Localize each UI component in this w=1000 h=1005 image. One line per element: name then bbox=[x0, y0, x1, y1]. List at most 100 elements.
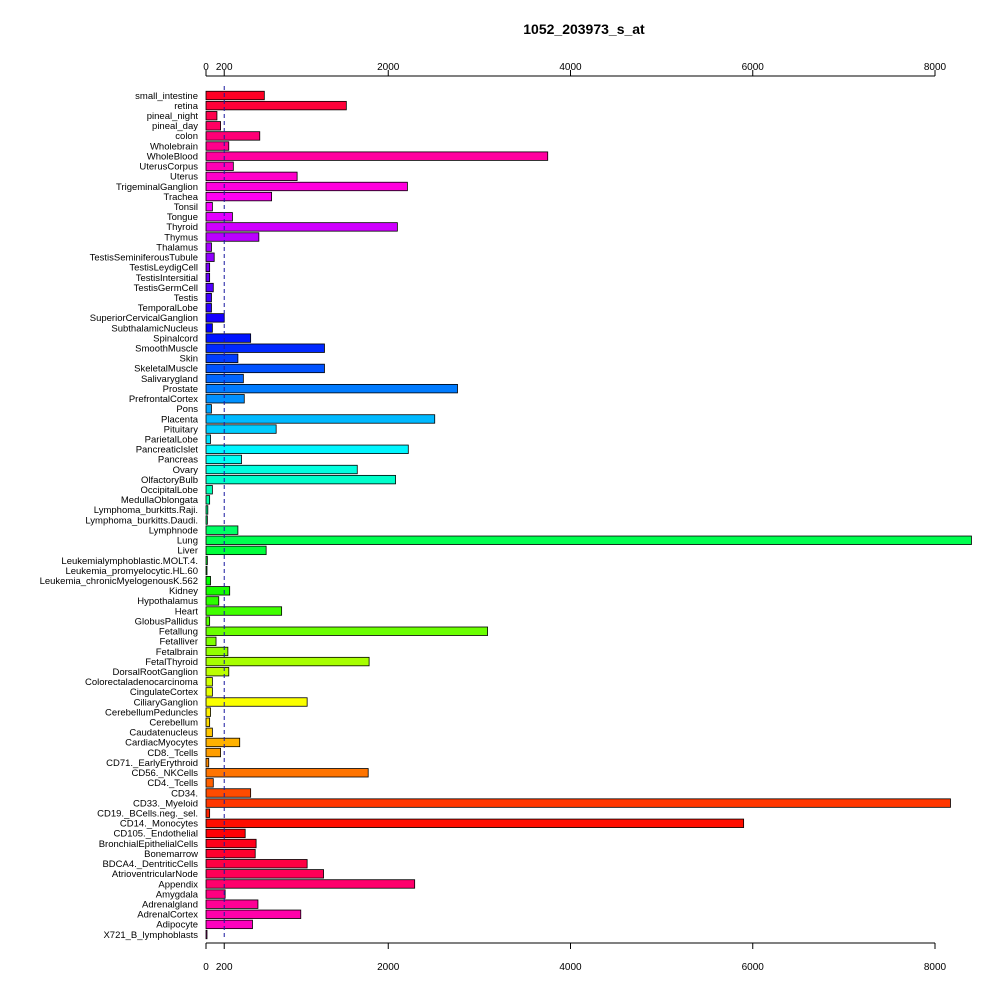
bar-TrigeminalGanglion bbox=[205, 181, 408, 192]
category-label: ParietalLobe bbox=[145, 434, 198, 445]
category-label: Appendix bbox=[158, 879, 198, 890]
chart-title: 1052_203973_s_at bbox=[523, 21, 645, 37]
bar-SuperiorCervicalGanglion bbox=[205, 313, 225, 323]
bar-SmoothMuscle bbox=[205, 343, 325, 353]
category-labels: small_intestineretinapineal_nightpineal_… bbox=[40, 91, 199, 941]
bar-Spinalcord bbox=[205, 333, 252, 343]
category-label: CD33._Myeloid bbox=[133, 798, 198, 809]
bottom-tick-label: 200 bbox=[216, 962, 233, 973]
category-label: Lymphoma_burkitts.Daudi. bbox=[85, 515, 198, 526]
category-label: Trachea bbox=[164, 192, 199, 203]
category-label: Pancreas bbox=[158, 455, 198, 466]
top-x-axis: 0 200 2000 4000 6000 8000 bbox=[203, 62, 947, 77]
bar-BronchialEpithelialCells bbox=[205, 838, 257, 849]
category-label: DorsalRootGanglion bbox=[112, 667, 198, 678]
bar-Heart bbox=[205, 606, 283, 616]
bar-PancreaticIslet bbox=[205, 444, 409, 454]
category-label: TestisIntersitial bbox=[136, 273, 198, 284]
bar-Liver bbox=[205, 545, 267, 556]
category-label: SmoothMuscle bbox=[135, 344, 198, 355]
bottom-x-axis: 0 200 2000 4000 6000 8000 bbox=[203, 942, 947, 973]
category-label: CiliaryGanglion bbox=[134, 697, 198, 708]
top-tick-label: 2000 bbox=[377, 62, 400, 73]
category-label: CD71._EarlyErythroid bbox=[106, 758, 198, 769]
bar-MedullaOblongata bbox=[205, 495, 211, 505]
category-label: Lung bbox=[177, 536, 198, 547]
bar-CD33._Myeloid bbox=[205, 798, 951, 808]
category-label: BDCA4._DentriticCells bbox=[102, 859, 198, 870]
category-label: Bonemarrow bbox=[144, 849, 198, 860]
bar-Adrenalgland bbox=[205, 899, 259, 909]
category-label: Salivarygland bbox=[141, 374, 198, 385]
bar-Fetallung bbox=[205, 626, 488, 636]
category-label: CD19._BCells.neg._sel. bbox=[97, 808, 198, 819]
bar-Hypothalamus bbox=[205, 596, 220, 606]
category-label: Placenta bbox=[161, 414, 199, 425]
bar-Testis bbox=[205, 293, 212, 303]
category-label: SuperiorCervicalGanglion bbox=[90, 313, 198, 324]
bar-Leukemia_promyelocytic.HL.60 bbox=[205, 565, 208, 576]
category-label: Skin bbox=[180, 354, 198, 365]
bar-Placenta bbox=[205, 414, 436, 424]
category-label: Heart bbox=[175, 606, 199, 617]
bar-CardiacMyocytes bbox=[205, 737, 241, 748]
top-tick-label: 4000 bbox=[559, 62, 582, 73]
bar-CD8._Tcells bbox=[205, 747, 221, 758]
category-label: Tongue bbox=[167, 212, 198, 223]
bottom-tick-label: 0 bbox=[203, 962, 209, 973]
bar-SkeletalMuscle bbox=[205, 363, 325, 374]
top-tick-label: 200 bbox=[216, 62, 233, 73]
bar-Skin bbox=[205, 353, 239, 363]
bar-AdrenalCortex bbox=[205, 909, 302, 919]
category-label: Adipocyte bbox=[156, 920, 198, 931]
bar-Pituitary bbox=[205, 424, 277, 434]
bar-Pons bbox=[205, 404, 212, 414]
bar-small_intestine bbox=[205, 90, 265, 101]
bar-Lymphoma_burkitts.Raji. bbox=[205, 505, 209, 515]
bar-Lymphnode bbox=[205, 525, 239, 535]
category-label: Fetallung bbox=[159, 627, 198, 638]
bar-Cerebellum bbox=[205, 717, 211, 727]
bar-TestisIntersitial bbox=[205, 272, 211, 283]
bottom-tick-label: 2000 bbox=[377, 962, 400, 973]
bar-CerebellumPeduncles bbox=[205, 707, 211, 717]
bar-Tongue bbox=[205, 212, 233, 222]
category-label: CerebellumPeduncles bbox=[105, 707, 198, 718]
bar-CD14._Monocytes bbox=[205, 818, 745, 828]
category-label: AdrenalCortex bbox=[137, 910, 198, 921]
category-label: UterusCorpus bbox=[139, 162, 198, 173]
bar-CiliaryGanglion bbox=[205, 697, 308, 707]
bar-CingulateCortex bbox=[205, 687, 213, 697]
category-label: Uterus bbox=[170, 172, 198, 183]
bar-Colorectaladenocarcinoma bbox=[205, 677, 213, 687]
category-label: colon bbox=[175, 131, 198, 142]
category-label: Wholebrain bbox=[150, 141, 198, 152]
bar-retina bbox=[205, 100, 347, 111]
category-label: Thalamus bbox=[156, 242, 198, 253]
category-label: Liver bbox=[177, 546, 198, 557]
bar-Amygdala bbox=[205, 889, 226, 899]
category-label: Prostate bbox=[163, 384, 198, 395]
bar-Thyroid bbox=[205, 222, 398, 232]
bar-Tonsil bbox=[205, 202, 213, 212]
category-label: CD56._NKCells bbox=[131, 768, 198, 779]
bar-Adipocyte bbox=[205, 919, 253, 930]
bar-OccipitalLobe bbox=[205, 485, 213, 495]
bar-Caudatenucleus bbox=[205, 727, 213, 737]
category-label: WholeBlood bbox=[147, 151, 198, 162]
category-label: Lymphnode bbox=[149, 525, 198, 536]
category-label: TestisSeminiferousTubule bbox=[90, 253, 198, 264]
bar-BDCA4._DentriticCells bbox=[205, 859, 308, 869]
bottom-tick-label: 4000 bbox=[559, 962, 582, 973]
category-label: CD34. bbox=[171, 788, 198, 799]
category-label: Cerebellum bbox=[149, 718, 198, 729]
category-label: Kidney bbox=[169, 586, 198, 597]
category-label: Hypothalamus bbox=[137, 596, 198, 607]
category-label: SkeletalMuscle bbox=[134, 364, 198, 375]
category-label: CD4._Tcells bbox=[147, 778, 198, 789]
category-label: TestisGermCell bbox=[134, 283, 198, 294]
category-label: Pituitary bbox=[164, 424, 199, 435]
bar-X721_B_lymphoblasts bbox=[205, 929, 208, 940]
